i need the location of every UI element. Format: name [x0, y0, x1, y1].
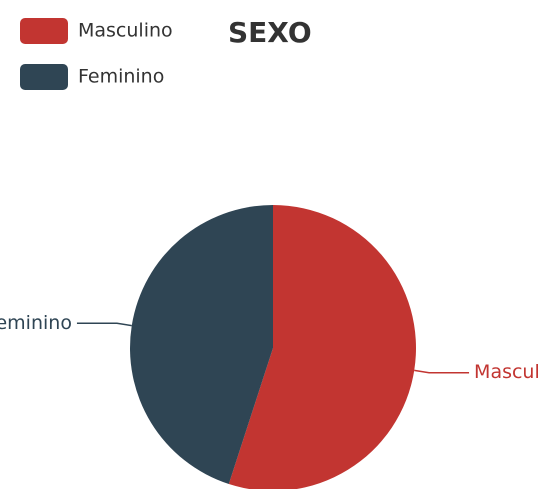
legend-label: Masculino [78, 20, 173, 42]
leader-line [76, 322, 132, 327]
slice-label: Masculino [474, 361, 539, 383]
legend-label: Feminino [78, 66, 164, 88]
pie-slice [130, 205, 273, 485]
leader-line [414, 369, 470, 374]
pie-slice [228, 205, 416, 489]
legend-swatch [20, 18, 68, 44]
slice-label: Feminino [0, 312, 72, 334]
legend-swatch [20, 64, 68, 90]
chart-title: SEXO [228, 16, 312, 49]
